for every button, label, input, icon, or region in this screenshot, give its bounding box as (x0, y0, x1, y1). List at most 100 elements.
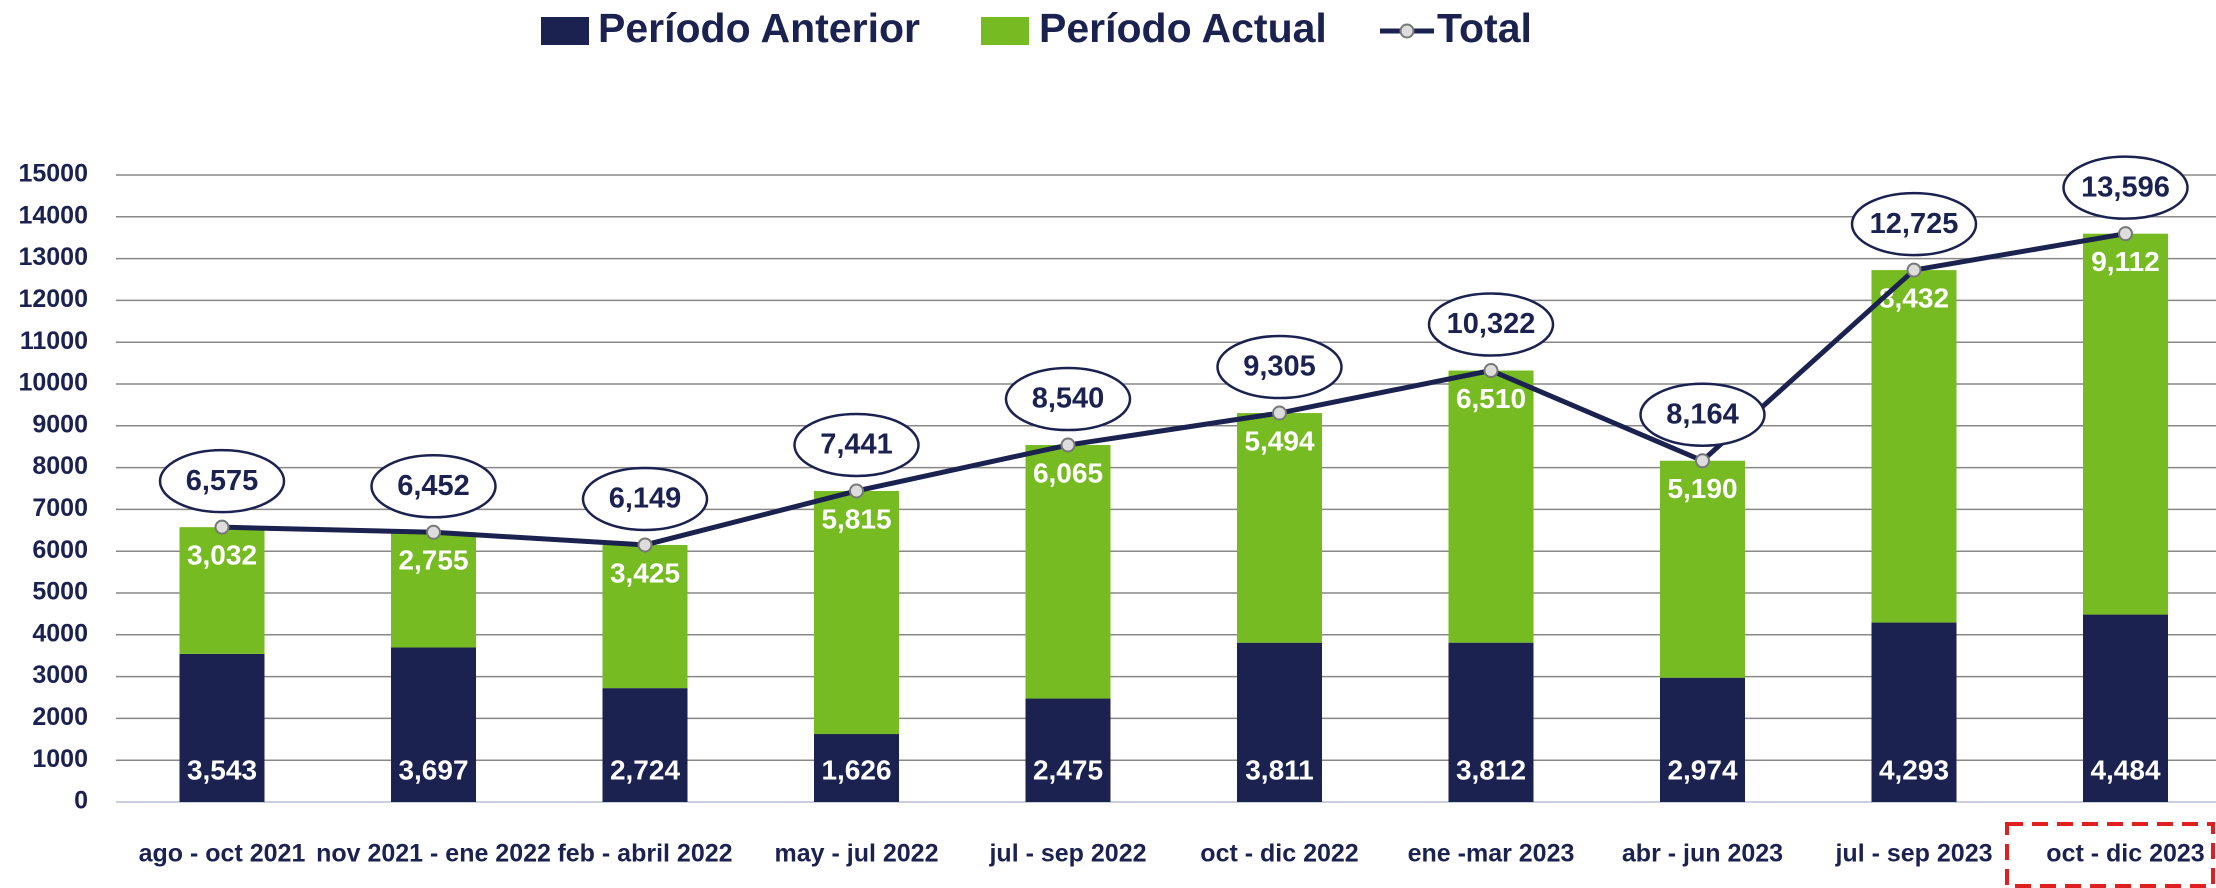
total-label: 6,575 (186, 465, 259, 497)
bar (814, 734, 899, 802)
data-label: 3,543 (187, 754, 257, 785)
data-label: 5,494 (1244, 425, 1314, 456)
total-marker (849, 483, 864, 499)
y-tick-label: 6000 (32, 536, 88, 564)
y-tick-label: 9000 (32, 410, 88, 438)
bar (179, 527, 265, 654)
total-marker (1695, 453, 1710, 469)
bar (2083, 614, 2168, 802)
bar (1025, 698, 1111, 802)
bar (1871, 622, 1957, 802)
label-bubble (370, 454, 497, 519)
y-tick-label: 5000 (32, 578, 88, 606)
data-label: 2,724 (610, 754, 680, 785)
y-tick-label: 1000 (32, 745, 88, 773)
bar (1871, 270, 1957, 623)
total-marker (1272, 405, 1287, 421)
y-tick-label: 0 (74, 787, 88, 815)
bar (1237, 642, 1322, 802)
legend-label: Período Actual (1039, 5, 1327, 51)
y-tick-label: 8000 (32, 452, 88, 480)
bar (602, 544, 688, 689)
total-marker (1483, 363, 1499, 379)
total-label: 9,305 (1243, 351, 1316, 383)
label-bubble (2062, 155, 2189, 220)
bar (1448, 370, 1534, 643)
data-label: 6,065 (1033, 457, 1103, 488)
total-marker (426, 524, 441, 540)
label-bubble (1216, 334, 1343, 400)
bar (1448, 642, 1534, 802)
data-label: 3,032 (187, 540, 257, 571)
label-bubble (158, 448, 286, 514)
bar (602, 688, 688, 802)
y-tick-label: 4000 (32, 619, 88, 647)
bar (1660, 677, 1745, 802)
highlight-box (2005, 822, 2215, 888)
total-marker (1060, 437, 1076, 453)
data-label: 3,811 (1245, 754, 1314, 785)
y-tick-label: 11000 (20, 327, 88, 355)
y-tick-label: 12000 (18, 285, 88, 313)
x-tick-label: abr - jun 2023 (1622, 840, 1783, 868)
x-tick-label: ene -mar 2023 (1408, 840, 1575, 868)
x-tick-label: jul - sep 2022 (988, 840, 1146, 868)
x-tick-label: nov 2021 - ene 2022 (316, 840, 551, 868)
label-bubble (1639, 382, 1766, 447)
x-tick-label: jul - sep 2023 (1834, 840, 1992, 868)
bar (1025, 445, 1111, 699)
total-label: 6,149 (609, 483, 682, 515)
total-marker (637, 537, 653, 553)
x-tick-label: ago - oct 2021 (139, 840, 306, 868)
bar (2083, 233, 2168, 615)
total-label: 10,322 (1447, 308, 1536, 340)
data-label: 8,432 (1879, 282, 1949, 313)
total-label: 6,452 (397, 470, 470, 502)
bar (814, 490, 899, 735)
legend-marker (1399, 23, 1415, 39)
legend-label: Total (1437, 5, 1532, 51)
bar (1660, 460, 1745, 678)
total-label: 8,164 (1666, 398, 1739, 430)
x-tick-label: oct - dic 2022 (1200, 840, 1358, 868)
label-bubble (793, 412, 920, 478)
legend-swatch (981, 17, 1029, 45)
y-tick-label: 13000 (18, 243, 88, 271)
label-bubble (1004, 366, 1132, 432)
data-label: 6,510 (1456, 383, 1526, 414)
total-marker (2118, 226, 2133, 242)
data-label: 2,974 (1667, 754, 1737, 785)
data-label: 1,626 (821, 754, 891, 785)
data-label: 4,484 (2090, 754, 2160, 785)
data-label: 3,812 (1456, 754, 1526, 785)
data-label: 2,755 (398, 545, 468, 576)
bar (391, 647, 476, 802)
total-label: 13,596 (2081, 171, 2170, 203)
data-label: 9,112 (2091, 246, 2160, 277)
total-marker (1906, 262, 1922, 278)
total-label: 8,540 (1032, 383, 1105, 415)
data-label: 3,697 (398, 754, 468, 785)
y-tick-label: 15000 (18, 160, 88, 188)
total-label: 12,725 (1870, 208, 1959, 240)
x-tick-label: oct - dic 2023 (2046, 840, 2204, 868)
label-bubble (1427, 292, 1555, 357)
label-bubble (581, 466, 709, 532)
bar (391, 532, 476, 648)
total-label: 7,441 (820, 429, 893, 461)
total-marker (214, 519, 230, 535)
data-label: 5,190 (1667, 473, 1737, 504)
data-label: 5,815 (821, 503, 891, 534)
x-tick-label: feb - abril 2022 (557, 840, 732, 868)
bar (179, 653, 265, 802)
total-line (221, 231, 2126, 548)
y-tick-label: 14000 (18, 201, 88, 229)
y-tick-label: 2000 (32, 703, 88, 731)
y-tick-label: 3000 (32, 661, 88, 689)
x-tick-label: may - jul 2022 (775, 840, 939, 868)
y-tick-label: 7000 (32, 494, 88, 522)
bar (1237, 413, 1322, 643)
data-label: 2,475 (1033, 754, 1103, 785)
y-tick-label: 10000 (18, 369, 88, 397)
